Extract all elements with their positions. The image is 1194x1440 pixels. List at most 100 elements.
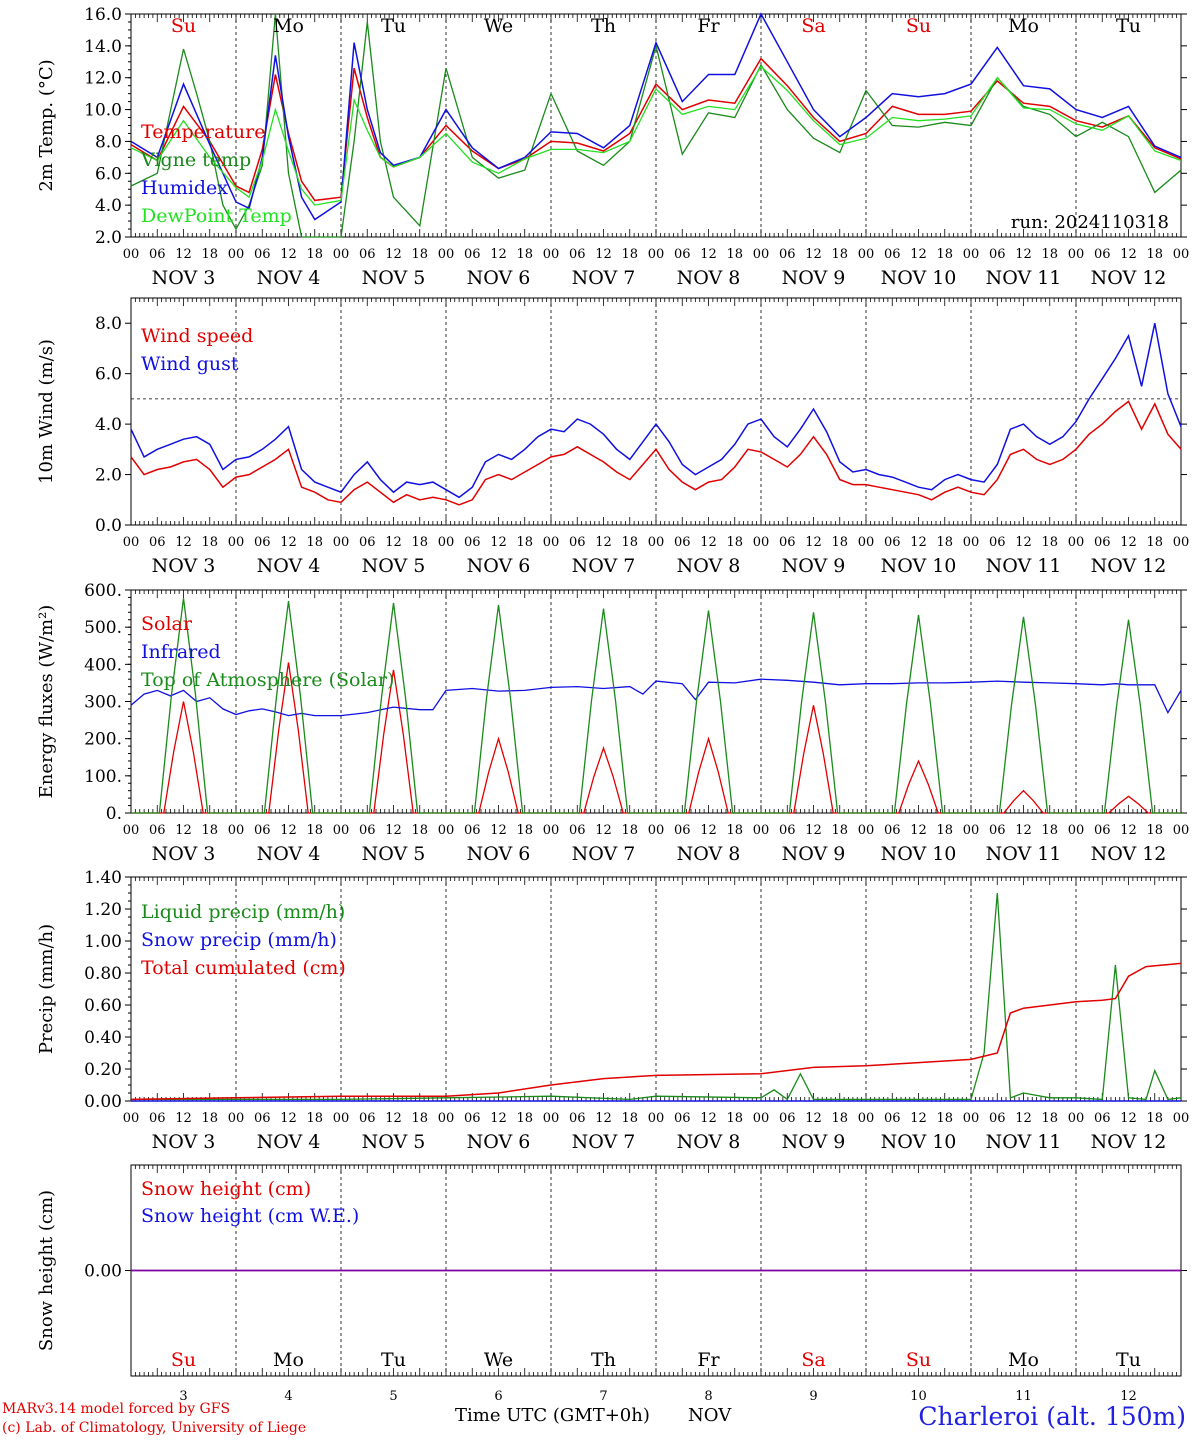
hour-tick-label: 06	[359, 823, 376, 838]
date-label: NOV 5	[362, 843, 426, 865]
hour-tick-label: 18	[936, 247, 953, 262]
date-label: NOV 8	[677, 555, 741, 577]
hour-tick-label: 00	[648, 1111, 665, 1126]
hour-tick-label: 12	[1120, 823, 1137, 838]
hour-tick-label: 00	[333, 823, 350, 838]
legend-entry: Humidex	[141, 177, 228, 199]
hour-tick-label: 00	[438, 535, 455, 550]
hour-tick-label: 12	[1015, 535, 1032, 550]
hour-tick-label: 00	[858, 1111, 875, 1126]
day-number-label: 7	[599, 1389, 607, 1404]
date-label: NOV 9	[782, 843, 846, 865]
hour-tick-label: 00	[753, 247, 770, 262]
hour-tick-label: 18	[621, 247, 638, 262]
y-tick-label: 0.0	[95, 516, 122, 536]
hour-tick-label: 12	[280, 247, 297, 262]
legend-entry: Top of Atmosphere (Solar)	[141, 669, 394, 691]
hour-tick-label: 18	[516, 535, 533, 550]
date-label: NOV 6	[467, 267, 531, 289]
hour-tick-label: 18	[201, 247, 218, 262]
y-tick-label: 14.0	[84, 37, 122, 57]
y-tick-label: 12.0	[84, 69, 122, 89]
hour-tick-label: 18	[1146, 535, 1163, 550]
y-tick-label: 0.40	[84, 1028, 122, 1048]
hour-tick-label: 00	[438, 1111, 455, 1126]
weekday-label-bottom-1: Mo	[273, 1349, 304, 1371]
y-axis-label: Precip (mm/h)	[36, 924, 57, 1054]
y-axis-label: 2m Temp. (°C)	[36, 59, 57, 191]
hour-tick-label: 12	[805, 1111, 822, 1126]
hour-tick-label: 06	[464, 535, 481, 550]
hour-tick-label: 00	[753, 535, 770, 550]
y-axis-label: Snow height (cm)	[36, 1190, 57, 1351]
y-tick-label: 4.0	[95, 196, 122, 216]
y-tick-label: 0.60	[84, 996, 122, 1016]
weekday-label-bottom-6: Sa	[801, 1349, 825, 1371]
hour-tick-label: 06	[1094, 823, 1111, 838]
legend-entry: Infrared	[141, 641, 221, 663]
hour-tick-label: 12	[175, 247, 192, 262]
hour-tick-label: 00	[438, 823, 455, 838]
legend-entry: Snow precip (mm/h)	[141, 929, 337, 951]
hour-tick-label: 00	[228, 1111, 245, 1126]
hour-tick-label: 12	[700, 247, 717, 262]
hour-tick-label: 06	[989, 823, 1006, 838]
hour-tick-label: 00	[333, 535, 350, 550]
hour-tick-label: 00	[1173, 1111, 1190, 1126]
hour-tick-label: 00	[333, 1111, 350, 1126]
weekday-label-top-0: Su	[171, 15, 196, 37]
date-label: NOV 10	[881, 1131, 957, 1153]
hour-tick-label: 12	[700, 535, 717, 550]
date-label: NOV 12	[1091, 843, 1167, 865]
weekday-label-bottom-4: Th	[591, 1349, 616, 1371]
y-tick-label: 0.20	[84, 1060, 122, 1080]
hour-tick-label: 12	[490, 247, 507, 262]
hour-tick-label: 12	[1120, 535, 1137, 550]
hour-tick-label: 00	[543, 1111, 560, 1126]
y-tick-label: 300.	[84, 693, 122, 713]
hour-tick-label: 12	[805, 823, 822, 838]
hour-tick-label: 12	[280, 535, 297, 550]
hour-tick-label: 12	[1015, 1111, 1032, 1126]
hour-tick-label: 06	[464, 247, 481, 262]
day-number-label: 11	[1015, 1389, 1032, 1404]
hour-tick-label: 00	[753, 823, 770, 838]
hour-tick-label: 06	[779, 535, 796, 550]
y-tick-label: 400.	[84, 655, 122, 675]
x-axis-unit: NOV	[688, 1405, 732, 1426]
day-number-label: 6	[494, 1389, 502, 1404]
weekday-label-top-1: Mo	[273, 15, 304, 37]
hour-tick-label: 06	[1094, 247, 1111, 262]
legend-entry: Solar	[141, 613, 193, 635]
hour-tick-label: 18	[726, 1111, 743, 1126]
hour-tick-label: 06	[149, 247, 166, 262]
hour-tick-label: 18	[936, 1111, 953, 1126]
hour-tick-label: 12	[595, 247, 612, 262]
hour-tick-label: 06	[779, 247, 796, 262]
series-line-3	[130, 65, 1182, 206]
hour-tick-label: 12	[1015, 823, 1032, 838]
day-number-label: 4	[284, 1389, 292, 1404]
weekday-label-bottom-2: Tu	[381, 1349, 406, 1371]
date-label: NOV 6	[467, 1131, 531, 1153]
weekday-label-bottom-9: Tu	[1116, 1349, 1141, 1371]
legend-entry: Liquid precip (mm/h)	[141, 901, 345, 923]
series-line-2	[130, 12, 1182, 221]
location-title: Charleroi (alt. 150m)	[918, 1402, 1186, 1431]
hour-tick-label: 18	[411, 823, 428, 838]
hour-tick-label: 06	[569, 823, 586, 838]
y-tick-label: 4.0	[95, 415, 122, 435]
hour-tick-label: 06	[989, 1111, 1006, 1126]
hour-tick-label: 18	[936, 823, 953, 838]
hour-tick-label: 00	[648, 247, 665, 262]
date-label: NOV 3	[152, 555, 216, 577]
hour-tick-label: 18	[411, 1111, 428, 1126]
weekday-label-top-8: Mo	[1008, 15, 1039, 37]
hour-tick-label: 12	[175, 823, 192, 838]
hour-tick-label: 00	[1068, 247, 1085, 262]
hour-tick-label: 06	[779, 823, 796, 838]
hour-tick-label: 12	[1120, 247, 1137, 262]
hour-tick-label: 18	[516, 247, 533, 262]
hour-tick-label: 00	[438, 247, 455, 262]
y-tick-label: 1.40	[84, 868, 122, 888]
